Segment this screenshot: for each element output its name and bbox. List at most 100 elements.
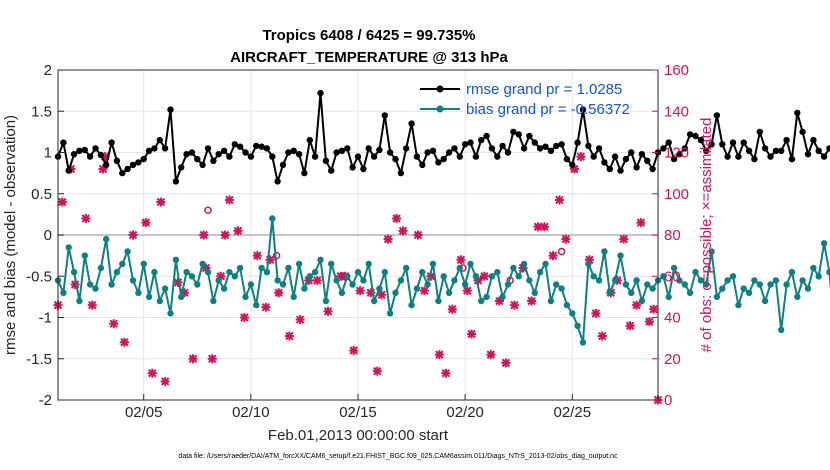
rmse-point: [344, 145, 351, 152]
rmse-point: [510, 128, 517, 136]
obs-assimilated-marker: [87, 300, 97, 310]
rmse-point: [504, 149, 512, 156]
bias-point: [317, 256, 324, 263]
bias-point: [429, 260, 437, 268]
bias-point: [649, 285, 656, 292]
obs-assimilated-marker: [447, 304, 457, 314]
rmse-point: [692, 132, 699, 140]
rmse-point: [199, 161, 206, 169]
x-axis-ticks: 02/05 02/10 02/15 02/20 02/25: [125, 394, 591, 421]
rmse-point: [724, 153, 731, 160]
bias-point: [703, 281, 710, 288]
bias-point: [751, 277, 758, 284]
bias-point: [531, 289, 538, 296]
bias-point: [108, 281, 115, 288]
bias-point: [547, 297, 555, 305]
rmse-point: [536, 145, 544, 152]
rmse-point: [119, 169, 126, 177]
rmse-point: [429, 147, 437, 154]
bias-point: [145, 293, 153, 301]
chart-title-line1: Tropics 6408 / 6425 = 99.735%: [262, 27, 475, 44]
obs-assimilated-marker: [561, 234, 571, 244]
obs-assimilated-marker: [366, 288, 376, 298]
rmse-point: [354, 153, 362, 160]
legend-marker-bias: [436, 105, 444, 113]
rmse-point: [515, 131, 522, 138]
bias-point: [660, 273, 667, 280]
bias-point: [456, 264, 463, 272]
rmse-point: [408, 120, 415, 127]
rmse-point: [215, 151, 222, 158]
bias-point: [86, 281, 94, 288]
bias-point: [585, 260, 592, 268]
obs-assimilated-marker: [591, 308, 601, 318]
bias-point: [322, 297, 330, 305]
bias-point: [103, 235, 110, 243]
bias-point: [820, 240, 828, 247]
bias-point: [183, 268, 190, 276]
rmse-point: [140, 155, 147, 163]
rmse-point: [569, 161, 576, 169]
bias-point: [558, 285, 565, 292]
rmse-point: [740, 139, 747, 146]
bias-point: [386, 310, 394, 317]
obs-assimilated-marker: [398, 226, 408, 236]
legend-label-bias: bias grand pr = -0.56372: [466, 101, 630, 118]
rmse-point: [274, 178, 281, 185]
rmse-point: [135, 159, 142, 166]
rmse-point: [542, 143, 549, 150]
rmse-point: [322, 157, 330, 164]
x-tick-label: 02/10: [232, 404, 270, 421]
y-right-tick-label: 140: [664, 103, 689, 120]
obs-assimilated-marker: [81, 214, 91, 223]
rmse-point: [815, 147, 822, 154]
obs-assimilated-marker: [233, 226, 243, 236]
rmse-point: [719, 141, 726, 148]
bias-point: [553, 281, 560, 288]
rmse-point: [188, 149, 196, 156]
obs-assimilated-marker: [312, 275, 322, 285]
rmse-point: [113, 157, 121, 164]
obs-assimilated-marker: [141, 218, 151, 228]
bias-point: [526, 277, 533, 284]
rmse-point: [451, 145, 458, 152]
bias-point: [772, 277, 780, 284]
rmse-point: [161, 145, 169, 152]
rmse-point: [370, 153, 378, 160]
obs-assimilated-marker: [207, 354, 217, 364]
bias-point: [397, 277, 405, 284]
y-axis-left-ticks: -2 -1.5 -1 -0.5 0 0.5 1 1.5 2: [26, 62, 64, 409]
y-left-tick-label: -0.5: [26, 268, 52, 285]
bias-point: [595, 277, 603, 284]
bias-point: [231, 273, 238, 280]
rmse-point: [129, 161, 137, 169]
rmse-point: [231, 141, 238, 148]
rmse-point: [820, 153, 828, 160]
bias-point: [488, 273, 496, 280]
bias-point: [724, 277, 731, 284]
bias-point: [670, 264, 678, 272]
bias-point: [681, 281, 688, 288]
y-right-tick-label: 160: [664, 62, 689, 79]
rmse-point: [156, 136, 163, 144]
rmse-point: [772, 147, 780, 154]
rmse-point: [686, 131, 694, 138]
rmse-point: [611, 153, 619, 160]
rmse-point: [247, 153, 255, 160]
obs-assimilated-marker: [119, 337, 129, 347]
bias-point: [156, 297, 163, 305]
obs-assimilated-marker: [147, 368, 157, 378]
bias-point: [810, 264, 817, 272]
rmse-point: [263, 145, 271, 152]
rmse-point: [499, 142, 506, 150]
bias-point: [204, 268, 212, 276]
bias-point: [194, 281, 201, 288]
bias-point: [708, 248, 715, 255]
obs-assimilated-marker: [456, 255, 466, 265]
bias-point: [569, 310, 576, 317]
rmse-point: [601, 159, 608, 166]
obs-assimilated-marker: [355, 286, 365, 296]
obs-assimilated-marker: [274, 288, 284, 298]
bias-point: [413, 285, 421, 292]
bias-point: [70, 268, 78, 276]
